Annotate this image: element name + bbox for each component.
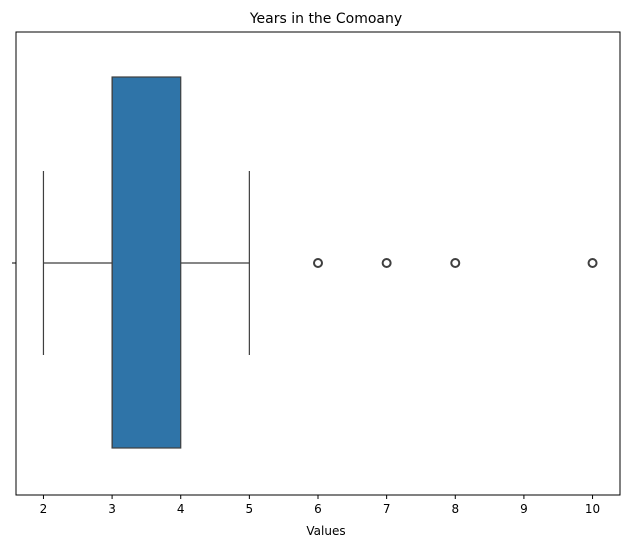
x-tick-label: 5 [246, 502, 254, 516]
x-axis: 2 3 4 5 6 7 8 9 10 [40, 495, 600, 516]
iqr-box [111, 76, 182, 449]
x-tick-label: 8 [451, 502, 459, 516]
outlier-point [587, 258, 598, 268]
x-tick-label: 2 [40, 502, 48, 516]
chart-title: Years in the Comoany [249, 11, 402, 27]
x-axis-label: Values [306, 524, 345, 538]
x-tick-label: 7 [383, 502, 391, 516]
x-tick-label: 4 [177, 502, 185, 516]
outlier-point [450, 258, 461, 268]
x-tick-label: 10 [585, 502, 600, 516]
x-tick-label: 9 [520, 502, 528, 516]
x-tick-label: 3 [108, 502, 116, 516]
outlier-point [381, 258, 392, 268]
x-tick-label: 6 [314, 502, 322, 516]
box-group [42, 76, 598, 449]
outlier-point [313, 258, 323, 268]
